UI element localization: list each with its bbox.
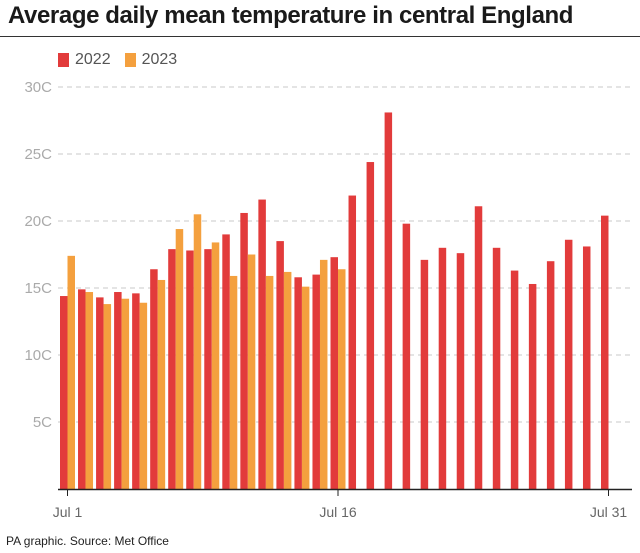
- bar-2022-day-15: [312, 274, 320, 489]
- y-tick-label-5: 5C: [33, 414, 52, 431]
- y-tick-label-25: 25C: [24, 146, 52, 163]
- bar-2023-day-16: [338, 269, 346, 489]
- bar-2022-day-19: [384, 112, 393, 490]
- bar-2022-day-12: [258, 199, 266, 489]
- bar-2023-day-15: [319, 259, 328, 489]
- legend-label-2023: 2023: [141, 51, 178, 68]
- bar-2022-day-24: [474, 206, 483, 489]
- bar-2022-day-1: [60, 296, 68, 489]
- bars: [60, 112, 609, 490]
- bar-2022-day-17: [348, 195, 357, 490]
- bar-2023-day-7: [175, 229, 184, 490]
- chart-title: Average daily mean temperature in centra…: [8, 2, 574, 29]
- bar-2022-day-8: [186, 250, 194, 489]
- title-divider: [0, 36, 640, 37]
- bar-2022-day-22: [438, 247, 447, 489]
- x-tick-label-31: Jul 31: [590, 504, 628, 520]
- x-tick-label-16: Jul 16: [319, 504, 357, 520]
- x-axis: Jul 1 Jul 16 Jul 31: [53, 488, 632, 520]
- bar-2022-day-5: [132, 293, 140, 489]
- bar-2022-day-27: [528, 283, 537, 489]
- bar-2022-day-18: [366, 162, 375, 490]
- bar-2023-day-2: [85, 292, 94, 489]
- bar-2023-day-12: [265, 275, 274, 489]
- y-axis-ticks: 5C 10C 15C 20C 25C 30C: [24, 79, 52, 431]
- bar-2022-day-26: [510, 270, 519, 489]
- bar-2022-day-29: [564, 239, 573, 489]
- bar-2022-day-9: [204, 249, 212, 489]
- bar-2023-day-6: [157, 279, 166, 489]
- y-tick-label-10: 10C: [24, 347, 52, 364]
- y-tick-label-15: 15C: [24, 280, 52, 297]
- legend-swatch-2023: [124, 53, 136, 67]
- bar-2023-day-14: [301, 286, 310, 489]
- bar-2022-day-20: [402, 223, 411, 489]
- bar-2023-day-5: [139, 302, 148, 489]
- bar-2022-day-2: [78, 289, 86, 489]
- legend-label-2022: 2022: [75, 51, 111, 68]
- bar-2023-day-11: [247, 254, 256, 489]
- bar-2022-day-7: [168, 249, 176, 489]
- bar-2022-day-11: [240, 212, 248, 489]
- x-tick-label-1: Jul 1: [53, 504, 83, 520]
- bar-2023-day-10: [229, 275, 238, 489]
- legend-swatch-2022: [58, 53, 69, 67]
- bar-2022-day-6: [150, 269, 158, 489]
- bar-2022-day-10: [222, 234, 230, 489]
- source-note: PA graphic. Source: Met Office: [6, 534, 169, 548]
- bar-2022-day-30: [582, 246, 591, 489]
- bar-2022-day-25: [492, 247, 501, 489]
- legend-item-2023: 2023: [124, 51, 178, 69]
- bar-2023-day-4: [121, 298, 130, 489]
- bar-2023-day-3: [103, 304, 112, 489]
- bar-2022-day-14: [294, 277, 302, 489]
- bar-2022-day-16: [330, 257, 338, 489]
- bar-2022-day-23: [456, 253, 465, 489]
- bar-2022-day-3: [96, 297, 104, 489]
- bar-2023-day-9: [211, 242, 220, 489]
- bar-2022-day-31: [601, 215, 609, 489]
- bar-2023-day-8: [193, 214, 202, 490]
- bar-2022-day-4: [114, 292, 122, 489]
- bar-2022-day-21: [420, 259, 429, 489]
- bar-2023-day-13: [283, 271, 292, 489]
- y-tick-label-30: 30C: [24, 79, 52, 96]
- bar-2023-day-1: [67, 255, 75, 489]
- y-tick-label-20: 20C: [24, 213, 52, 230]
- bar-2022-day-13: [276, 241, 284, 489]
- legend: 2022 2023: [58, 51, 191, 69]
- legend-item-2022: 2022: [58, 51, 111, 69]
- bar-2022-day-28: [546, 261, 555, 489]
